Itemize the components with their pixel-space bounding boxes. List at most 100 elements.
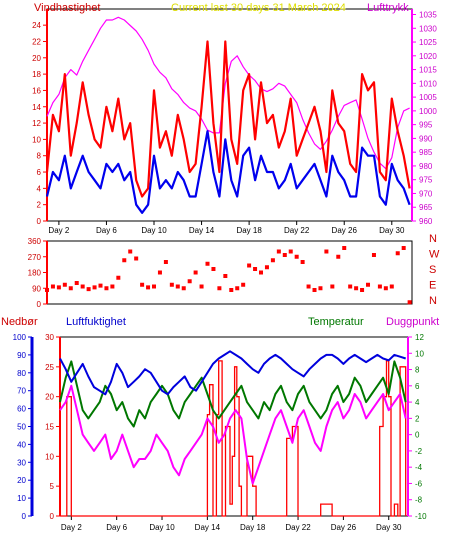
direction-point [193, 270, 198, 275]
climate-x-tick-label: Day 2 [61, 523, 82, 532]
direction-point [276, 249, 281, 254]
wind-y-tick-label: 6 [37, 168, 42, 177]
direction-point [306, 284, 311, 289]
humidity-y-tick-label: 60 [17, 405, 26, 414]
pressure-y-tick-label: 990 [419, 134, 433, 143]
direction-point [74, 281, 79, 285]
wind-x-tick-label: Day 6 [96, 226, 117, 235]
temp-y-tick-label: 12 [415, 333, 424, 342]
wind-speed-line [45, 130, 411, 214]
direction-point [389, 284, 394, 289]
direction-point [157, 270, 162, 275]
direction-y-tick-label: 180 [28, 269, 42, 278]
direction-point [377, 284, 382, 289]
pressure-y-tick-label: 970 [419, 189, 433, 198]
temp-y-tick-label: -8 [415, 496, 423, 505]
direction-point [348, 284, 353, 289]
temp-y-tick-label: -4 [415, 463, 423, 472]
pressure-y-tick-label: 960 [419, 217, 433, 226]
wind-y-tick-label: 24 [32, 21, 41, 30]
pressure-y-tick-label: 1035 [419, 11, 437, 20]
rain-y-tick-label: 30 [45, 333, 54, 342]
direction-point [217, 286, 222, 291]
wind-x-tick-label: Day 10 [141, 226, 167, 235]
wind-y-tick-label: 10 [32, 135, 41, 144]
direction-point [270, 258, 275, 263]
direction-point [366, 282, 371, 287]
temp-y-tick-label: 0 [415, 431, 420, 440]
direction-point [199, 284, 204, 289]
humidity-y-tick-label: 20 [17, 476, 26, 485]
direction-point [80, 284, 85, 289]
direction-point [223, 274, 228, 278]
dewpoint-line [59, 384, 407, 485]
direction-point [282, 253, 287, 257]
direction-point [45, 288, 49, 292]
rain-y-tick-label: 5 [50, 482, 55, 491]
pressure-y-tick-label: 1005 [419, 93, 437, 102]
humidity-y-tick-label: 0 [22, 512, 27, 521]
wind-x-tick-label: Day 14 [189, 226, 215, 235]
direction-point [152, 284, 157, 289]
direction-point [354, 286, 359, 291]
humidity-y-tick-label: 30 [17, 458, 26, 467]
direction-point [336, 254, 341, 259]
direction-y-tick-label: 270 [28, 253, 42, 262]
direction-point [98, 283, 103, 288]
humidity-line [59, 350, 407, 396]
direction-point [62, 282, 67, 287]
climate-x-tick-label: Day 30 [376, 523, 402, 532]
temperature-label: Temperatur [308, 316, 364, 328]
direction-point [342, 246, 347, 250]
temperature-line [59, 360, 407, 428]
humidity-y-tick-label: 40 [17, 440, 26, 449]
direction-point [294, 254, 299, 259]
compass-label: N [429, 295, 437, 307]
compass-label: E [429, 280, 436, 292]
climate-x-tick-label: Day 10 [149, 523, 175, 532]
direction-point [181, 286, 186, 291]
wind-y-tick-label: 2 [37, 201, 42, 210]
direction-y-tick-label: 90 [32, 284, 41, 293]
direction-point [163, 260, 168, 264]
direction-point [264, 265, 269, 270]
direction-point [122, 258, 127, 263]
direction-point [86, 287, 91, 292]
pressure-y-tick-label: 965 [419, 203, 433, 212]
climate-x-tick-label: Day 18 [240, 523, 266, 532]
wind-y-tick-label: 16 [32, 86, 41, 95]
humidity-y-tick-label: 10 [17, 494, 26, 503]
direction-point [56, 285, 61, 290]
direction-point [175, 284, 180, 289]
direction-point [205, 261, 210, 266]
temp-y-tick-label: 8 [415, 366, 420, 375]
direction-point [229, 288, 234, 292]
chart-title: Current last 30 days 31 March 2024 [171, 2, 346, 14]
temp-y-tick-label: -6 [415, 479, 423, 488]
wind-x-tick-label: Day 26 [332, 226, 358, 235]
wind-x-ticks: Day 2 Day 6 Day 10 Day 14 Day 18 Day 22 Day 26… [48, 221, 405, 235]
rain-y-tick-label: 15 [45, 423, 54, 432]
rain-y-ticks: 0 5 10 15 20 25 30 [45, 333, 60, 521]
direction-point [50, 284, 55, 289]
direction-point [134, 256, 139, 261]
temp-y-tick-label: -2 [415, 447, 423, 456]
direction-point [92, 285, 97, 290]
climate-x-tick-label: Day 22 [285, 523, 311, 532]
direction-point [241, 282, 246, 287]
dewpoint-label: Duggpunkt [386, 316, 439, 328]
wind-y-tick-label: 18 [32, 70, 41, 79]
climate-x-tick-label: Day 6 [106, 523, 127, 532]
wind-y-tick-label: 8 [37, 152, 42, 161]
pressure-y-tick-label: 1010 [419, 79, 437, 88]
wind-y-tick-label: 4 [37, 184, 42, 193]
direction-point [187, 279, 192, 284]
climate-x-tick-label: Day 26 [331, 523, 357, 532]
direction-point [140, 282, 145, 287]
wind-y-tick-label: 22 [32, 37, 41, 46]
